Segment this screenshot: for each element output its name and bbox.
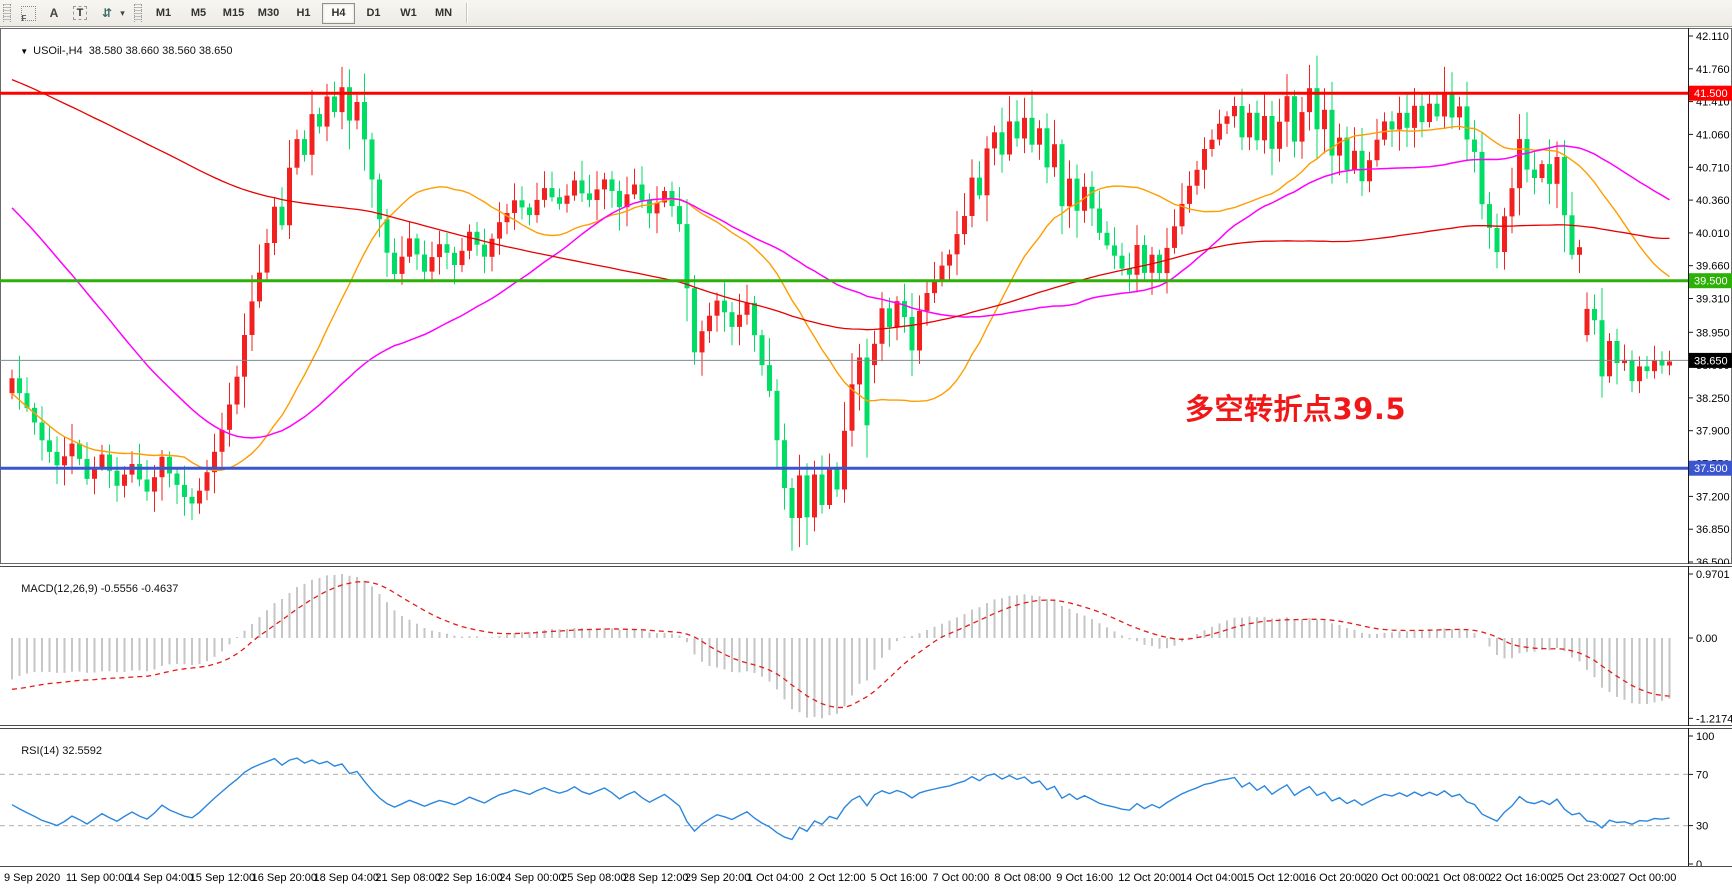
time-axis-label: 25 Oct 23:00 bbox=[1551, 872, 1615, 884]
timeframe-button-m5[interactable]: M5 bbox=[190, 6, 207, 19]
timeframe-button-h1[interactable]: H1 bbox=[296, 6, 311, 19]
timeframe-button-mn[interactable]: MN bbox=[434, 6, 453, 19]
time-axis-label: 20 Oct 00:00 bbox=[1365, 872, 1429, 884]
time-axis-label: 29 Sep 20:00 bbox=[684, 872, 751, 884]
rsi-value: 32.5592 bbox=[62, 745, 102, 757]
objects-arrange-icon[interactable]: ⇵ bbox=[101, 6, 112, 20]
svg-text:38.650: 38.650 bbox=[1694, 355, 1728, 367]
macd-panel-canvas[interactable]: 0.9701 0.00 -1.2174 bbox=[0, 566, 1732, 726]
dropdown-caret-icon[interactable]: ▾ bbox=[120, 7, 125, 18]
svg-text:40.710: 40.710 bbox=[1696, 162, 1730, 174]
font-annotation-icon[interactable]: A bbox=[49, 6, 59, 20]
svg-text:41.500: 41.500 bbox=[1694, 88, 1728, 100]
svg-text:38.250: 38.250 bbox=[1696, 393, 1730, 405]
toolbar-separator bbox=[466, 3, 468, 23]
timeframe-toolbar-drag-handle[interactable] bbox=[134, 4, 142, 22]
time-axis-label: 25 Sep 08:00 bbox=[561, 872, 627, 884]
annotation-text: 多空转折点39.5 bbox=[1185, 392, 1407, 426]
time-axis-label: 8 Oct 08:00 bbox=[994, 872, 1052, 884]
timeframe-button-m1[interactable]: M1 bbox=[155, 6, 172, 19]
symbol-ohlc-text: USOil-,H4 38.580 38.660 38.560 38.650 bbox=[33, 45, 233, 57]
svg-text:0.00: 0.00 bbox=[1696, 633, 1717, 645]
time-axis-label: 16 Sep 20:00 bbox=[251, 872, 318, 884]
timeframe-button-group: M1 M5 M15 M30 H1 H4 D1 W1 MN bbox=[146, 2, 461, 24]
time-axis-label: 7 Oct 00:00 bbox=[932, 872, 990, 884]
time-axis-label: 9 Sep 2020 bbox=[4, 872, 61, 884]
svg-text:41.060: 41.060 bbox=[1696, 129, 1730, 141]
chart-template-icon[interactable]: F bbox=[16, 3, 40, 23]
svg-text:0: 0 bbox=[1696, 859, 1702, 866]
time-axis[interactable]: 9 Sep 2020 11 Sep 00:00 14 Sep 04:00 15 Sep… bbox=[0, 866, 1732, 889]
time-axis-label: 12 Oct 20:00 bbox=[1118, 872, 1182, 884]
macd-indicator-label: MACD(12,26,9) -0.5556 -0.4637 bbox=[21, 583, 179, 595]
time-axis-label: 15 Sep 12:00 bbox=[189, 872, 256, 884]
time-axis-label: 14 Sep 04:00 bbox=[127, 872, 194, 884]
svg-text:40.010: 40.010 bbox=[1696, 228, 1730, 240]
svg-text:39.310: 39.310 bbox=[1696, 294, 1730, 306]
toolbar: F A T ⇵ ▾ M1 M5 M15 M30 H1 H4 D1 W1 MN bbox=[0, 0, 1732, 27]
time-axis-label: 18 Sep 04:00 bbox=[313, 872, 379, 884]
svg-text:36.500: 36.500 bbox=[1696, 557, 1730, 564]
svg-text:100: 100 bbox=[1696, 731, 1714, 743]
svg-text:0.9701: 0.9701 bbox=[1696, 569, 1730, 581]
time-axis-label: 27 Oct 00:00 bbox=[1613, 872, 1677, 884]
rsi-indicator-label: RSI(14) 32.5592 bbox=[21, 745, 102, 757]
svg-text:37.200: 37.200 bbox=[1696, 491, 1730, 503]
time-axis-label: 11 Sep 00:00 bbox=[65, 872, 131, 884]
time-axis-label: 22 Oct 16:00 bbox=[1489, 872, 1553, 884]
time-axis-label: 21 Oct 08:00 bbox=[1427, 872, 1491, 884]
timeframe-button-w1[interactable]: W1 bbox=[400, 6, 417, 19]
svg-text:41.760: 41.760 bbox=[1696, 64, 1730, 76]
svg-text:36.850: 36.850 bbox=[1696, 524, 1730, 536]
timeframe-button-d1[interactable]: D1 bbox=[366, 6, 381, 19]
svg-text:38.950: 38.950 bbox=[1696, 327, 1730, 339]
chart-title[interactable]: ▼ USOil-,H4 38.580 38.660 38.560 38.650 bbox=[8, 33, 233, 69]
time-axis-label: 14 Oct 04:00 bbox=[1180, 872, 1244, 884]
toolbar-drag-handle[interactable] bbox=[3, 4, 11, 22]
time-axis-label: 2 Oct 12:00 bbox=[808, 872, 866, 884]
time-axis-label: 15 Oct 12:00 bbox=[1242, 872, 1305, 884]
time-axis-label: 16 Oct 20:00 bbox=[1303, 872, 1367, 884]
svg-text:39.500: 39.500 bbox=[1694, 276, 1728, 288]
time-axis-label: 21 Sep 08:00 bbox=[375, 872, 441, 884]
toolbar-icon-group: F A T ⇵ ▾ bbox=[15, 3, 131, 23]
macd-values: -0.5556 -0.4637 bbox=[100, 583, 179, 595]
time-axis-label: 5 Oct 16:00 bbox=[870, 872, 928, 884]
symbol-dropdown-icon[interactable]: ▼ bbox=[20, 47, 29, 56]
svg-text:37.500: 37.500 bbox=[1694, 463, 1728, 475]
svg-text:40.360: 40.360 bbox=[1696, 195, 1730, 207]
svg-text:30: 30 bbox=[1696, 821, 1708, 833]
time-axis-label: 9 Oct 16:00 bbox=[1056, 872, 1114, 884]
svg-text:42.110: 42.110 bbox=[1696, 31, 1729, 43]
svg-text:39.660: 39.660 bbox=[1696, 261, 1730, 273]
text-label-icon[interactable]: T bbox=[68, 3, 92, 23]
time-axis-label: 22 Sep 16:00 bbox=[437, 872, 503, 884]
main-chart-canvas[interactable]: 42.11041.76041.41041.06040.71040.36040.0… bbox=[0, 28, 1732, 564]
svg-text:70: 70 bbox=[1696, 769, 1708, 781]
time-axis-label: 24 Sep 00:00 bbox=[499, 872, 565, 884]
timeframe-button-m15[interactable]: M15 bbox=[222, 6, 245, 19]
svg-text:-1.2174: -1.2174 bbox=[1696, 713, 1732, 725]
timeframe-button-m30[interactable]: M30 bbox=[257, 6, 280, 19]
time-axis-label: 1 Oct 04:00 bbox=[746, 872, 804, 884]
svg-text:37.900: 37.900 bbox=[1696, 426, 1730, 438]
timeframe-button-h4[interactable]: H4 bbox=[322, 2, 355, 24]
time-axis-label: 28 Sep 12:00 bbox=[623, 872, 689, 884]
rsi-panel-canvas[interactable]: 100 70 30 0 bbox=[0, 728, 1732, 866]
